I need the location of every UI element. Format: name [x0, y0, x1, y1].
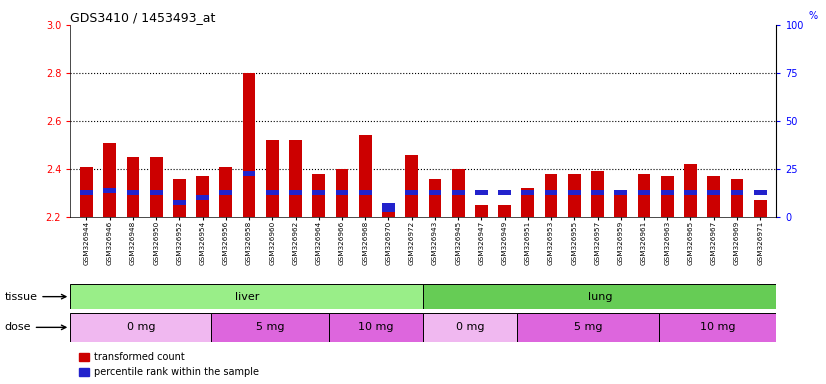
Text: GDS3410 / 1453493_at: GDS3410 / 1453493_at	[70, 11, 216, 24]
Bar	[358, 190, 372, 195]
Bar	[707, 190, 720, 195]
Bar	[707, 176, 720, 217]
Bar	[591, 171, 604, 217]
Bar	[423, 313, 517, 342]
Bar	[266, 140, 278, 217]
Bar	[661, 190, 674, 195]
Bar	[289, 140, 302, 217]
Bar	[517, 313, 658, 342]
Bar	[70, 313, 211, 342]
Bar	[754, 200, 767, 217]
Bar	[126, 157, 140, 217]
Text: lung: lung	[587, 291, 612, 302]
Bar	[70, 284, 423, 309]
Bar	[335, 190, 349, 195]
Legend: transformed count, percentile rank within the sample: transformed count, percentile rank withi…	[75, 349, 263, 381]
Bar	[498, 190, 511, 195]
Bar	[382, 203, 395, 212]
Bar	[289, 190, 302, 195]
Bar	[126, 190, 140, 195]
Bar	[452, 190, 464, 195]
Bar	[197, 195, 209, 200]
Bar	[591, 190, 604, 195]
Bar	[423, 284, 776, 309]
Bar	[329, 313, 423, 342]
Bar	[80, 167, 93, 217]
Bar	[661, 176, 674, 217]
Text: %: %	[808, 11, 818, 21]
Bar	[521, 190, 534, 195]
Bar	[568, 174, 581, 217]
Text: liver: liver	[235, 291, 259, 302]
Bar	[658, 313, 776, 342]
Text: 5 mg: 5 mg	[574, 322, 602, 333]
Bar	[173, 200, 186, 205]
Bar	[684, 164, 697, 217]
Text: 0 mg: 0 mg	[456, 322, 485, 333]
Text: dose: dose	[4, 322, 66, 333]
Bar	[429, 190, 441, 195]
Bar	[406, 155, 418, 217]
Bar	[220, 190, 232, 195]
Bar	[312, 190, 325, 195]
Bar	[80, 190, 93, 195]
Bar	[173, 179, 186, 217]
Bar	[615, 190, 627, 195]
Text: 0 mg: 0 mg	[126, 322, 155, 333]
Bar	[615, 193, 627, 217]
Bar	[638, 190, 650, 195]
Bar	[335, 169, 349, 217]
Bar	[754, 190, 767, 195]
Bar	[150, 157, 163, 217]
Bar	[211, 313, 329, 342]
Bar	[103, 188, 116, 193]
Bar	[243, 171, 255, 176]
Bar	[312, 174, 325, 217]
Bar	[150, 190, 163, 195]
Bar	[220, 167, 232, 217]
Bar	[638, 174, 650, 217]
Bar	[475, 190, 488, 195]
Bar	[498, 205, 511, 217]
Bar	[429, 179, 441, 217]
Bar	[544, 174, 558, 217]
Bar	[266, 190, 278, 195]
Bar	[521, 188, 534, 217]
Bar	[730, 179, 743, 217]
Bar	[730, 190, 743, 195]
Text: 10 mg: 10 mg	[358, 322, 394, 333]
Text: 5 mg: 5 mg	[256, 322, 285, 333]
Bar	[544, 190, 558, 195]
Bar	[568, 190, 581, 195]
Bar	[197, 176, 209, 217]
Text: tissue: tissue	[4, 291, 66, 302]
Bar	[358, 136, 372, 217]
Bar	[243, 73, 255, 217]
Bar	[103, 142, 116, 217]
Text: 10 mg: 10 mg	[700, 322, 735, 333]
Bar	[406, 190, 418, 195]
Bar	[382, 212, 395, 217]
Bar	[452, 169, 464, 217]
Bar	[475, 205, 488, 217]
Bar	[684, 190, 697, 195]
